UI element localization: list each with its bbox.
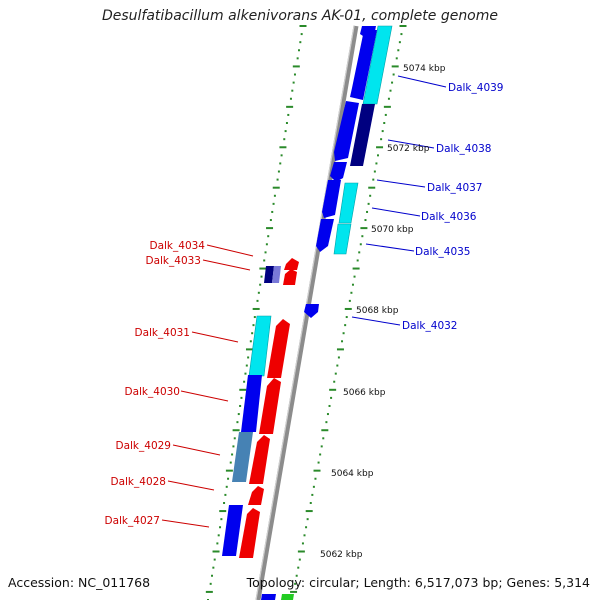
minus-gene-labels: Dalk_4034 Dalk_4033 Dalk_4031 Dalk_4030 … — [105, 240, 206, 527]
minus-strand-features — [222, 258, 299, 600]
outer-tick-ring — [290, 25, 407, 600]
gene-feature-dalk-4032[interactable] — [304, 304, 319, 318]
gene-feature-dalk-4033c[interactable] — [283, 269, 297, 285]
leader-dalk-4028 — [167, 480, 215, 491]
gene-feature-partial-green[interactable] — [281, 594, 294, 600]
gene-feature-dalk-4030b[interactable] — [259, 378, 281, 434]
scale-label-5068: 5068 kbp — [356, 306, 399, 316]
scale-label-5064: 5064 kbp — [331, 469, 374, 479]
gene-feature-dalk-4028[interactable] — [248, 486, 264, 505]
gene-feature-dalk-4036b[interactable] — [338, 182, 359, 224]
gene-feature-dalk-4031b[interactable] — [267, 319, 290, 378]
scale-label-5072: 5072 kbp — [387, 144, 430, 154]
gene-label-dalk-4034[interactable]: Dalk_4034 — [150, 240, 206, 252]
leader-dalk-4037 — [376, 179, 426, 188]
genome-backbone-highlight — [255, 25, 355, 600]
leader-dalk-4031 — [191, 331, 239, 343]
gene-label-dalk-4036[interactable]: Dalk_4036 — [421, 211, 477, 223]
gene-label-dalk-4027[interactable]: Dalk_4027 — [105, 515, 161, 527]
gene-label-dalk-4039[interactable]: Dalk_4039 — [448, 82, 504, 94]
scale-label-5062: 5062 kbp — [320, 550, 363, 560]
scale-label-5070: 5070 kbp — [371, 225, 414, 235]
gene-feature-dalk-4031a[interactable] — [248, 315, 272, 377]
plus-gene-labels: Dalk_4039 Dalk_4038 Dalk_4037 Dalk_4036 … — [402, 82, 504, 332]
gene-feature-dalk-4027a[interactable] — [222, 505, 243, 556]
gene-label-dalk-4038[interactable]: Dalk_4038 — [436, 143, 492, 155]
gene-feature-dalk-4029b[interactable] — [249, 435, 270, 484]
gene-label-dalk-4037[interactable]: Dalk_4037 — [427, 182, 483, 194]
leader-dalk-4029 — [172, 444, 221, 456]
scale-labels: 5074 kbp 5072 kbp 5070 kbp 5068 kbp 5066… — [320, 64, 446, 560]
gene-label-dalk-4035[interactable]: Dalk_4035 — [415, 246, 471, 258]
topology-text: Topology: circular; Length: 6,517,073 bp… — [246, 575, 590, 590]
gene-feature-dalk-4039c[interactable] — [350, 30, 377, 100]
gene-label-dalk-4031[interactable]: Dalk_4031 — [135, 327, 191, 339]
scale-label-5074: 5074 kbp — [403, 64, 446, 74]
gene-feature-dalk-4034[interactable] — [284, 258, 299, 270]
gene-feature-dalk-4027b[interactable] — [239, 508, 260, 558]
gene-feature-dalk-4038a[interactable] — [334, 101, 359, 161]
plus-strand-features — [304, 25, 393, 318]
leader-dalk-4039 — [397, 75, 447, 88]
gene-feature-dalk-4039b[interactable] — [362, 25, 393, 105]
gene-feature-dalk-4033a[interactable] — [264, 266, 274, 283]
gene-label-dalk-4032[interactable]: Dalk_4032 — [402, 320, 458, 332]
gene-feature-dalk-4036a[interactable] — [322, 180, 341, 218]
gene-feature-dalk-4037[interactable] — [330, 162, 347, 182]
leader-dalk-4032 — [351, 316, 401, 326]
leader-dalk-4038 — [387, 139, 435, 149]
gene-feature-dalk-4038b[interactable] — [350, 104, 375, 166]
gene-feature-dalk-4035b[interactable] — [333, 223, 352, 255]
inner-tick-ring — [205, 25, 307, 600]
gene-label-dalk-4033[interactable]: Dalk_4033 — [146, 255, 202, 267]
scale-label-5066: 5066 kbp — [343, 388, 386, 398]
leader-dalk-4033 — [202, 259, 251, 271]
gene-feature-dalk-4030a[interactable] — [241, 375, 262, 432]
gene-label-dalk-4030[interactable]: Dalk_4030 — [125, 386, 181, 398]
leader-dalk-4027 — [161, 519, 210, 528]
gene-label-dalk-4029[interactable]: Dalk_4029 — [116, 440, 172, 452]
gene-label-dalk-4028[interactable]: Dalk_4028 — [111, 476, 167, 488]
leader-dalk-4035 — [365, 243, 415, 252]
accession-text: Accession: NC_011768 — [8, 575, 151, 590]
leader-dalk-4034 — [206, 244, 254, 257]
leader-dalk-4036 — [371, 207, 421, 217]
gene-feature-dalk-4035a[interactable] — [316, 219, 334, 252]
gene-feature-dalk-4033b[interactable] — [272, 266, 281, 283]
label-leader-lines — [161, 75, 447, 528]
genome-title: Desulfatibacillum alkenivorans AK-01, co… — [101, 8, 499, 24]
leader-dalk-4030 — [180, 390, 229, 402]
gene-feature-partial-blue[interactable] — [261, 594, 276, 600]
gene-feature-dalk-4029a[interactable] — [232, 432, 253, 482]
